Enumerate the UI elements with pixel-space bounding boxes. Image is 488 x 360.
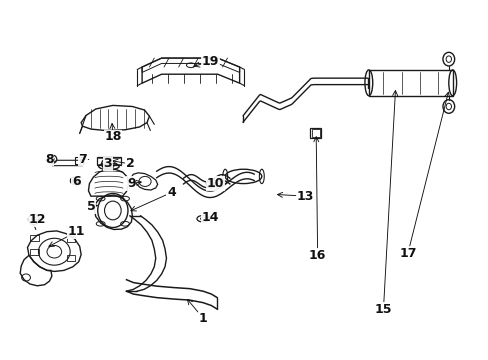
- Bar: [368, 70, 452, 96]
- Bar: [97, 157, 121, 165]
- Bar: [30, 249, 39, 255]
- Bar: [30, 235, 39, 241]
- Text: 19: 19: [194, 55, 219, 68]
- Text: 5: 5: [86, 201, 97, 213]
- Text: 10: 10: [206, 177, 224, 190]
- Text: 18: 18: [104, 123, 122, 144]
- Text: 14: 14: [201, 211, 219, 224]
- Text: 13: 13: [277, 190, 313, 203]
- Text: 1: 1: [187, 300, 207, 325]
- Text: 11: 11: [49, 225, 85, 246]
- Text: 2: 2: [112, 157, 134, 170]
- Bar: [66, 255, 75, 261]
- Text: 3: 3: [103, 157, 112, 170]
- Bar: [66, 236, 75, 242]
- Text: 6: 6: [72, 175, 81, 188]
- Text: 16: 16: [308, 137, 325, 262]
- Text: 7: 7: [78, 153, 89, 166]
- Bar: [310, 129, 321, 138]
- Text: 4: 4: [131, 186, 175, 211]
- Bar: [311, 130, 319, 136]
- Text: 9: 9: [127, 177, 141, 190]
- Text: 15: 15: [374, 91, 397, 316]
- Text: 17: 17: [398, 92, 448, 260]
- Text: 12: 12: [28, 213, 46, 226]
- Text: 8: 8: [45, 153, 54, 166]
